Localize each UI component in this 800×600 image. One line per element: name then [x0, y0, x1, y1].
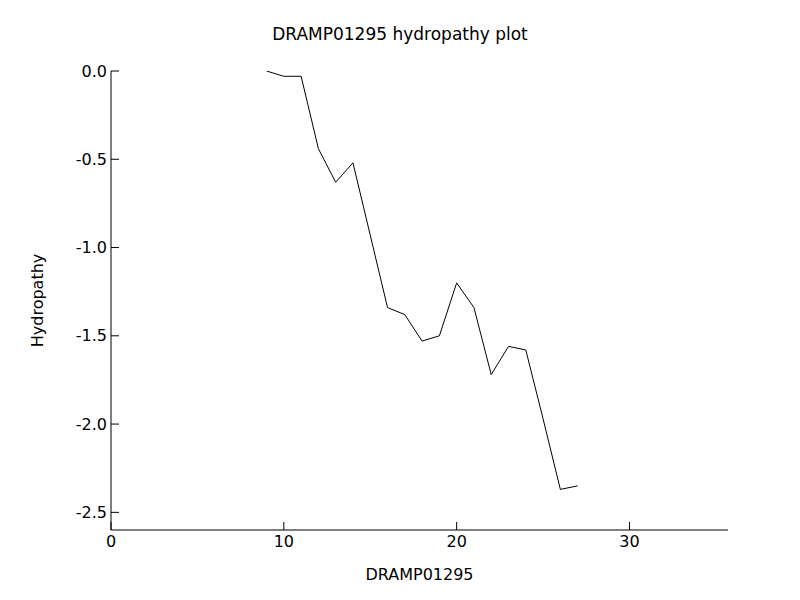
svg-text:DRAMP01295: DRAMP01295	[365, 565, 473, 584]
svg-text:-0.5: -0.5	[76, 150, 107, 169]
svg-text:30: 30	[619, 532, 639, 551]
svg-text:0.0: 0.0	[82, 62, 107, 81]
svg-text:0: 0	[106, 532, 116, 551]
svg-text:-2.5: -2.5	[76, 503, 107, 522]
svg-text:-1.0: -1.0	[76, 238, 107, 257]
svg-text:10: 10	[274, 532, 294, 551]
html-text:DRAMP01295 hydropathy plot: DRAMP01295 hydropathy plot	[272, 24, 528, 44]
svg-text:Hydropathy: Hydropathy	[28, 254, 47, 348]
svg-text:20: 20	[446, 532, 466, 551]
svg-text:-1.5: -1.5	[76, 326, 107, 345]
svg-text:-2.0: -2.0	[76, 415, 107, 434]
